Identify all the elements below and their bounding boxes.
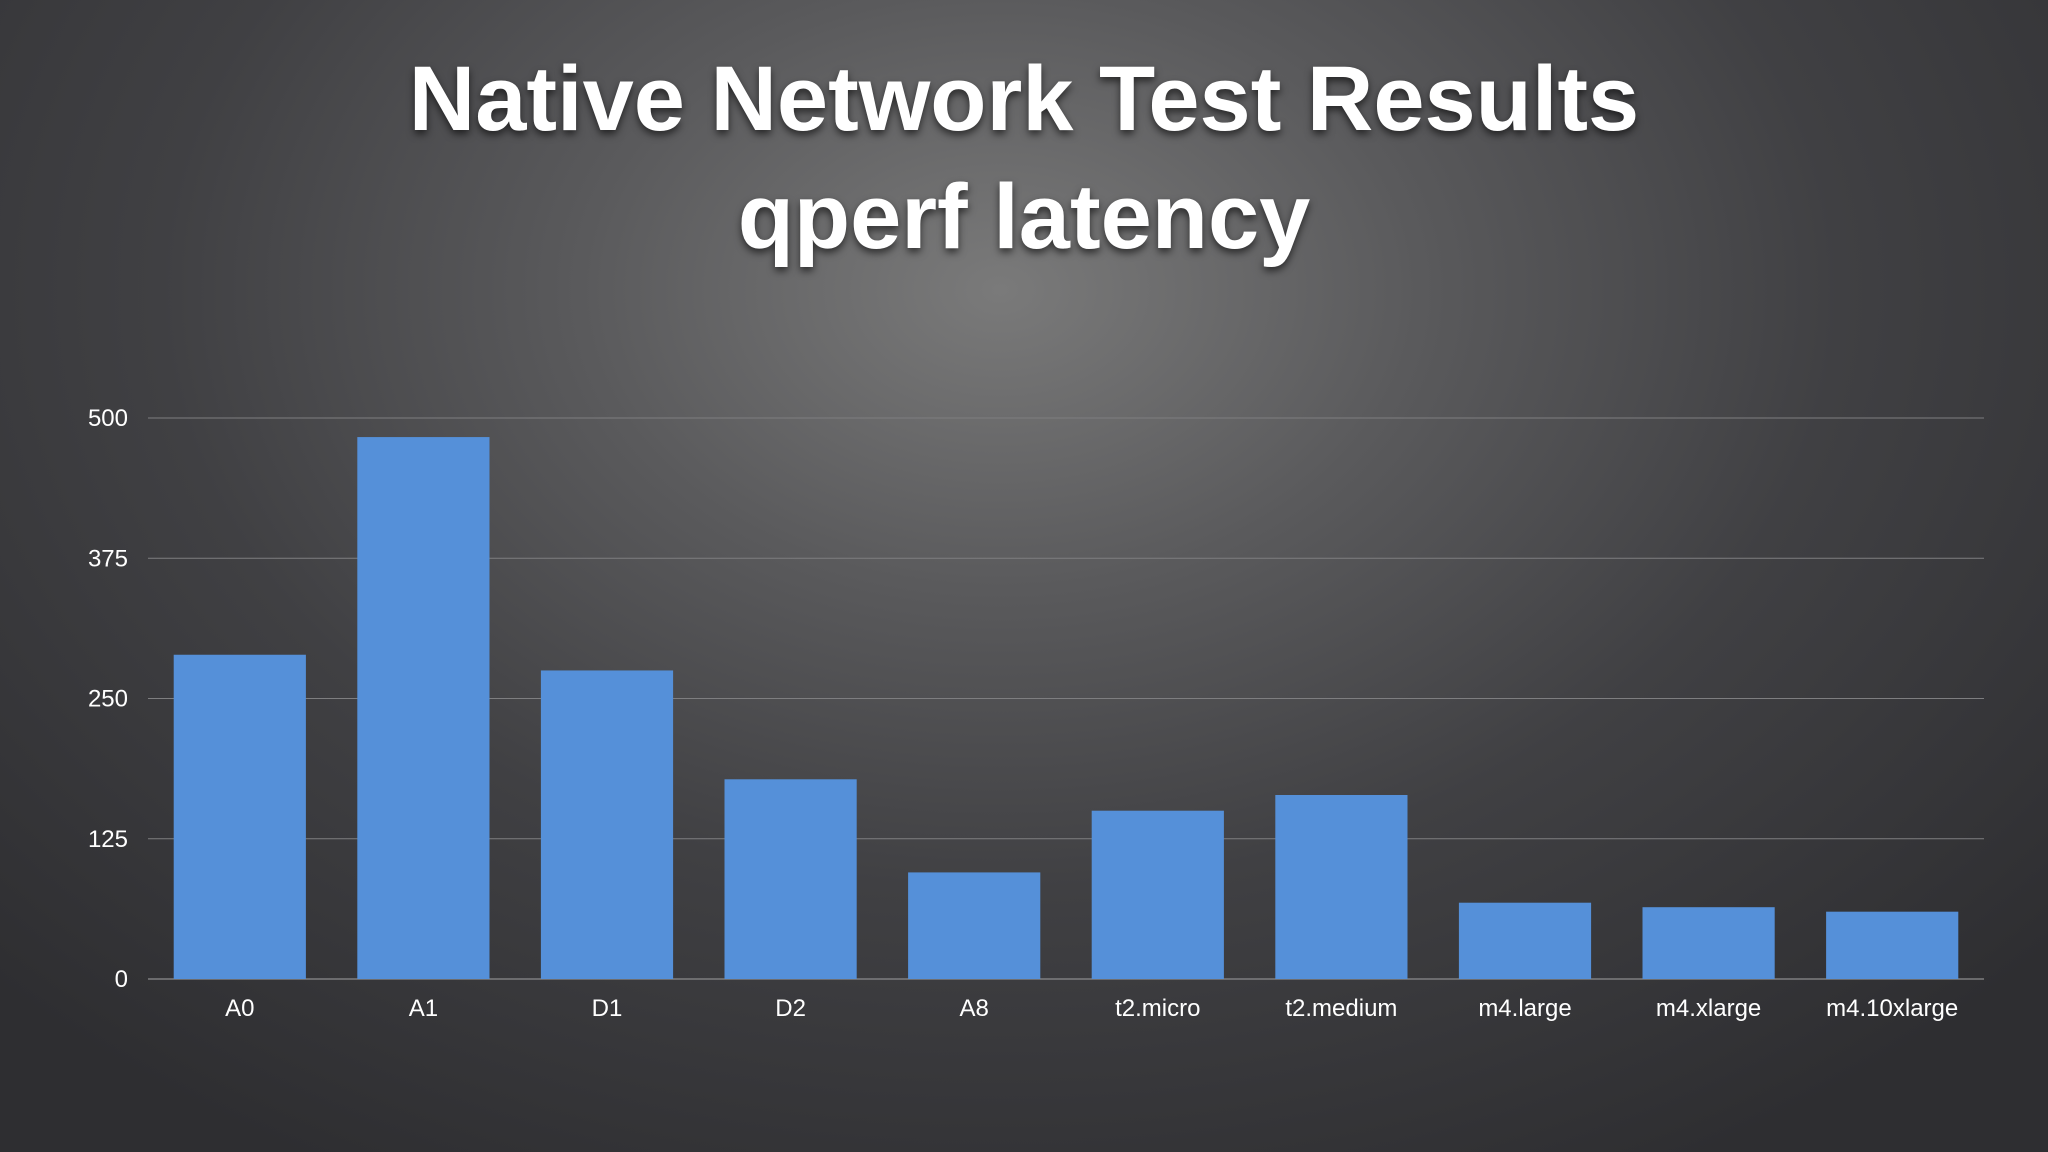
bar-m4.large: [1458, 902, 1592, 979]
y-axis-ticks: 0 125 250 375 500: [88, 405, 128, 993]
bar-t2.medium: [1275, 794, 1408, 979]
x-tick-label: D1: [592, 995, 623, 1022]
y-tick-label: 0: [115, 966, 128, 993]
x-tick-label: A1: [409, 995, 438, 1022]
y-tick-label: 500: [88, 405, 128, 432]
bar-t2.micro: [1091, 810, 1224, 979]
x-tick-label: m4.10xlarge: [1826, 995, 1958, 1022]
x-tick-label: m4.large: [1478, 995, 1571, 1022]
x-tick-label: m4.xlarge: [1656, 995, 1761, 1022]
x-tick-label: t2.micro: [1115, 995, 1200, 1022]
y-tick-label: 375: [88, 545, 128, 572]
bars: [173, 437, 1959, 980]
bar-A1: [357, 437, 490, 980]
bar-D2: [724, 779, 857, 979]
x-tick-label: A0: [225, 995, 254, 1022]
title-line-1: Native Network Test Results: [408, 48, 1640, 150]
x-tick-label: D2: [775, 995, 806, 1022]
y-tick-label: 125: [88, 826, 128, 853]
bar-A8: [908, 872, 1041, 979]
y-tick-label: 250: [88, 686, 128, 713]
slide-title: Native Network Test Results qperf latenc…: [0, 40, 2048, 276]
bar-m4.xlarge: [1642, 907, 1775, 979]
bar-A0: [173, 654, 306, 979]
x-tick-label: t2.medium: [1285, 995, 1397, 1022]
title-line-2: qperf latency: [737, 166, 1311, 268]
x-axis-ticks: A0 A1 D1 D2 A8 t2.micro t2.medium m4.large m4.xl…: [225, 995, 1958, 1022]
bar-D1: [540, 670, 674, 979]
bar-m4.10xlarge: [1826, 911, 1959, 979]
x-tick-label: A8: [960, 995, 989, 1022]
